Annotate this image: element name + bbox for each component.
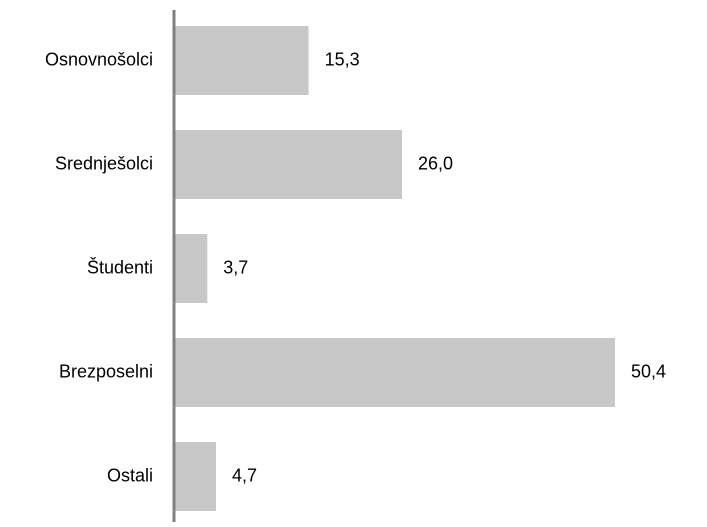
value-label-4: 4,7 [232,465,257,485]
category-label-3: Brezposelni [59,361,153,381]
category-label-2: Študenti [87,256,153,277]
bar-0 [175,26,309,95]
category-label-1: Srednješolci [55,153,153,173]
bar-3 [175,338,615,407]
value-label-0: 15,3 [325,49,360,69]
value-label-2: 3,7 [223,257,248,277]
value-label-3: 50,4 [631,361,666,381]
bar-1 [175,130,402,199]
bars-layer [175,26,615,511]
bar-2 [175,234,208,303]
labels-layer: Osnovnošolci 15,3 Srednješolci 26,0 Študenti… [45,49,666,485]
category-label-4: Ostali [107,465,153,485]
category-label-0: Osnovnošolci [45,49,153,69]
value-label-1: 26,0 [418,153,453,173]
bar-4 [175,442,217,511]
